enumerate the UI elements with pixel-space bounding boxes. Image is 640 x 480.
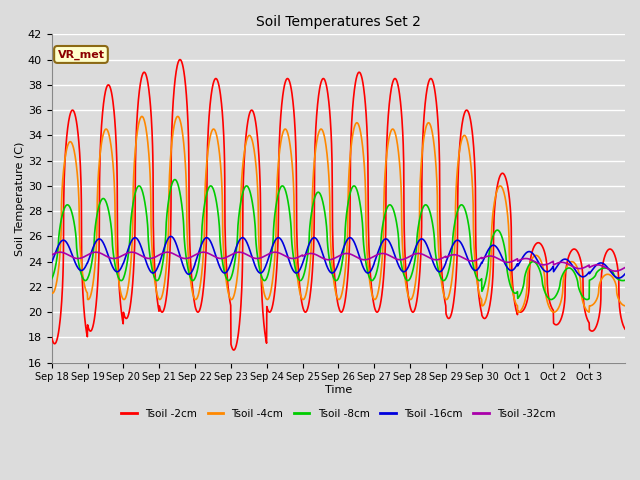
Line: Tsoil -16cm: Tsoil -16cm [52,237,625,278]
Tsoil -4cm [544,300,552,306]
Tsoil -32cm [373,252,381,258]
Tsoil -16cm [613,275,621,281]
Tsoil -4cm [614,292,621,298]
Tsoil -8cm [171,177,179,182]
Tsoil -2cm [176,57,184,62]
Tsoil -2cm [48,335,56,341]
Tsoil -8cm [105,210,113,216]
Tsoil -8cm [621,277,629,283]
Tsoil -16cm [544,269,552,275]
Tsoil -16cm [167,234,175,240]
Tsoil -16cm [373,252,381,258]
Tsoil -16cm [48,259,56,265]
Tsoil -4cm [48,290,56,296]
Tsoil -32cm [48,252,56,258]
Tsoil -32cm [611,268,619,274]
Tsoil -2cm [229,347,237,352]
Tsoil -8cm [511,290,519,296]
Tsoil -2cm [230,347,237,353]
Tsoil -8cm [547,297,555,302]
X-axis label: Time: Time [324,385,352,395]
Tsoil -32cm [106,255,113,261]
Tsoil -32cm [229,251,237,257]
Tsoil -2cm [544,288,552,294]
Line: Tsoil -4cm: Tsoil -4cm [52,117,625,312]
Tsoil -16cm [511,264,519,270]
Tsoil -16cm [621,271,629,277]
Tsoil -4cm [621,303,629,309]
Tsoil -2cm [511,304,519,310]
Line: Tsoil -32cm: Tsoil -32cm [52,252,625,271]
Tsoil -4cm [174,114,182,120]
Tsoil -32cm [544,261,552,267]
Y-axis label: Soil Temperature (C): Soil Temperature (C) [15,141,25,256]
Line: Tsoil -2cm: Tsoil -2cm [52,60,625,350]
Title: Soil Temperatures Set 2: Soil Temperatures Set 2 [256,15,421,29]
Tsoil -32cm [621,264,629,270]
Line: Tsoil -8cm: Tsoil -8cm [52,180,625,300]
Tsoil -4cm [550,309,557,315]
Tsoil -2cm [621,326,629,332]
Tsoil -32cm [92,249,100,255]
Tsoil -16cm [105,255,113,261]
Text: VR_met: VR_met [58,49,104,60]
Tsoil -32cm [511,257,519,263]
Tsoil -16cm [615,275,623,281]
Tsoil -2cm [374,309,381,315]
Tsoil -4cm [373,293,381,299]
Tsoil -8cm [544,294,552,300]
Tsoil -2cm [105,82,113,88]
Tsoil -8cm [373,267,381,273]
Legend: Tsoil -2cm, Tsoil -4cm, Tsoil -8cm, Tsoil -16cm, Tsoil -32cm: Tsoil -2cm, Tsoil -4cm, Tsoil -8cm, Tsoi… [117,405,559,423]
Tsoil -8cm [229,269,237,275]
Tsoil -8cm [614,276,621,282]
Tsoil -4cm [229,295,237,301]
Tsoil -32cm [614,268,621,274]
Tsoil -16cm [229,254,237,260]
Tsoil -2cm [614,263,621,268]
Tsoil -4cm [511,299,519,305]
Tsoil -8cm [48,276,56,281]
Tsoil -4cm [105,132,113,138]
